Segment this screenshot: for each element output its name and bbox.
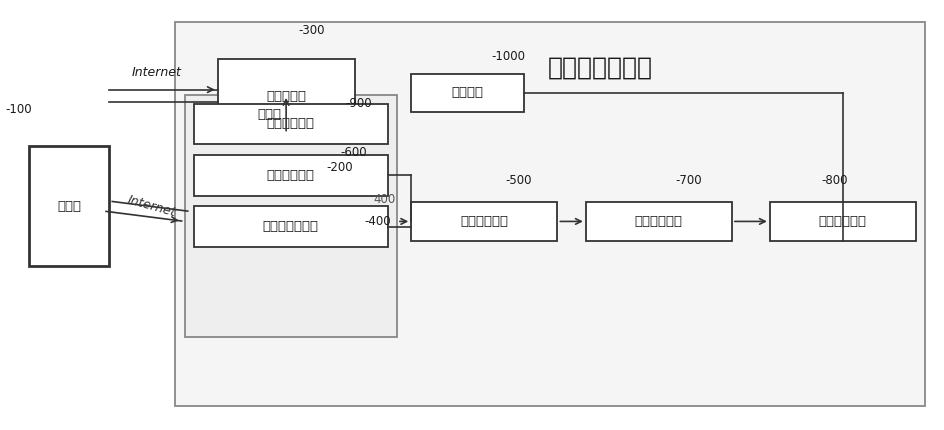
Text: -1000: -1000 [491,50,525,63]
Text: -300: -300 [297,24,324,37]
Text: Internet: Internet [126,194,177,219]
Text: -800: -800 [820,174,847,187]
Text: Internet: Internet [131,66,181,79]
Text: 系统还原模块: 系统还原模块 [266,117,314,130]
Text: 数字签名模块: 数字签名模块 [634,215,683,228]
Text: 文件记录模块: 文件记录模块 [266,169,314,182]
Bar [585,202,732,241]
Bar [411,202,557,241]
Text: -500: -500 [505,174,531,187]
Text: 接入服务器: 接入服务器 [266,89,306,103]
Text: 第三方监控环境: 第三方监控环境 [547,55,651,79]
Text: 400: 400 [373,194,396,206]
Text: 清洁性检查模块: 清洁性检查模块 [262,220,318,233]
Text: 屏幕录像模块: 屏幕录像模块 [460,215,508,228]
Text: -200: -200 [326,161,352,174]
Bar [194,104,387,144]
Bar [175,22,924,406]
Text: -700: -700 [675,174,701,187]
Bar [411,74,524,112]
Text: 证据存储模块: 证据存储模块 [818,215,866,228]
Bar [29,147,110,267]
Text: -400: -400 [363,215,390,228]
Bar [184,95,396,337]
Text: 出证模块: 出证模块 [451,86,483,99]
Text: -900: -900 [345,97,371,110]
Bar [217,58,354,134]
Bar [769,202,915,241]
Text: -100: -100 [6,104,32,117]
Text: 被控端: 被控端 [258,108,281,121]
Bar [194,155,387,196]
Text: 主控端: 主控端 [57,200,81,213]
Bar [194,206,387,247]
Text: -600: -600 [340,146,366,159]
